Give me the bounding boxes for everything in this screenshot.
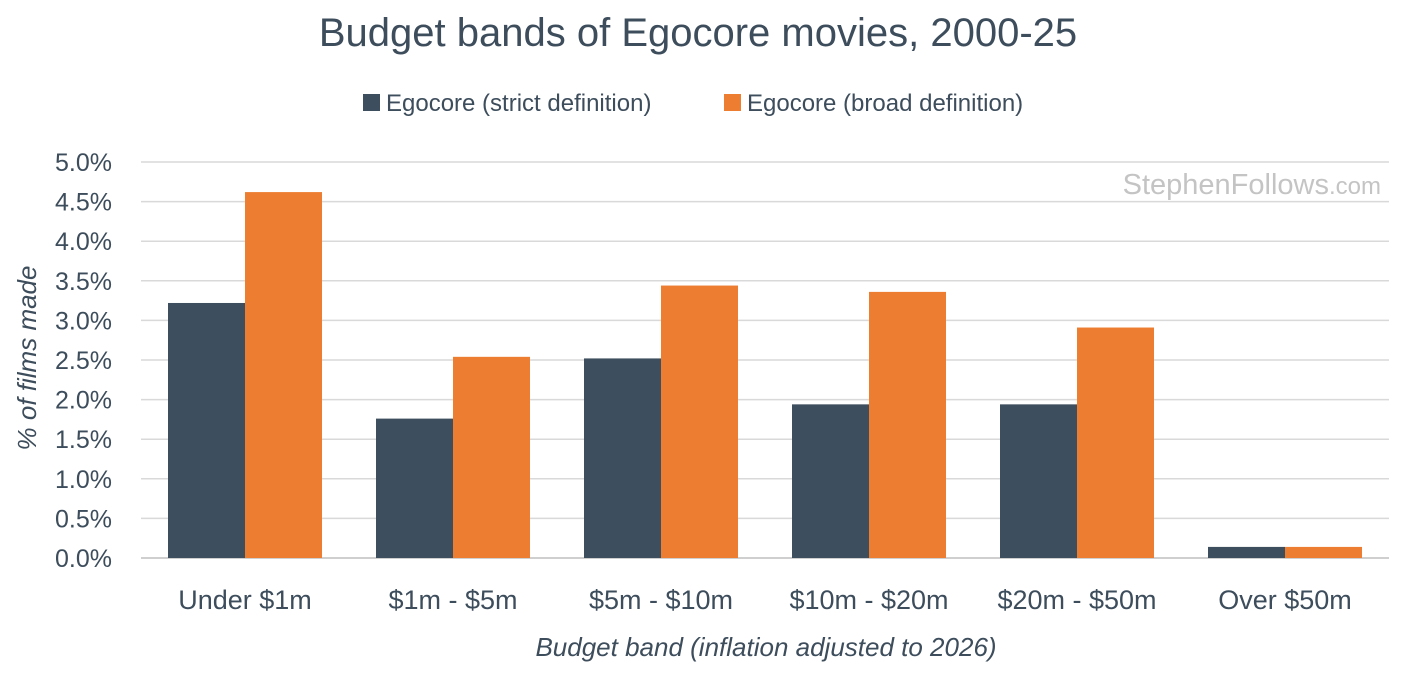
gridlines — [141, 161, 1389, 559]
legend: Egocore (strict definition) Egocore (bro… — [363, 90, 1023, 117]
y-tick-label: 3.5% — [55, 268, 112, 296]
y-axis-ticks: 0.0% 0.5% 1.0% 1.5% 2.0% 2.5% 3.0% 3.5% 4.0% 4.5%… — [55, 149, 112, 573]
y-tick-label: 2.5% — [55, 347, 112, 375]
x-category-label: Under $1m — [178, 585, 312, 615]
watermark: StephenFollows.com — [1123, 169, 1381, 201]
legend-swatch-broad — [724, 94, 741, 111]
bar-strict — [376, 418, 453, 558]
x-axis-categories: Under $1m $1m - $5m $5m - $10m $10m - $20m $… — [178, 585, 1352, 615]
bar-broad — [869, 291, 946, 558]
y-tick-label: 4.5% — [55, 189, 112, 217]
chart-title: Budget bands of Egocore movies, 2000-25 — [319, 11, 1077, 55]
legend-label-strict: Egocore (strict definition) — [386, 90, 651, 117]
x-category-label: $20m - $50m — [997, 585, 1156, 615]
bar-broad — [1285, 546, 1362, 558]
x-category-label: Over $50m — [1218, 585, 1352, 615]
x-category-label: $5m - $10m — [589, 585, 733, 615]
bar-broad — [1077, 327, 1154, 558]
bar-strict — [1000, 404, 1077, 558]
bar-broad — [453, 356, 530, 558]
y-tick-label: 1.5% — [55, 426, 112, 454]
y-tick-label: 5.0% — [55, 149, 112, 177]
bar-broad — [245, 192, 322, 558]
bar-strict — [584, 358, 661, 558]
legend-swatch-strict — [363, 94, 380, 111]
bar-strict — [168, 302, 245, 558]
y-tick-label: 0.5% — [55, 505, 112, 533]
bars — [168, 192, 1362, 558]
x-category-label: $1m - $5m — [388, 585, 517, 615]
y-tick-label: 0.0% — [55, 545, 112, 573]
y-tick-label: 2.0% — [55, 387, 112, 415]
x-axis-label: Budget band (inflation adjusted to 2026) — [535, 632, 996, 662]
bar-strict — [792, 404, 869, 558]
legend-label-broad: Egocore (broad definition) — [747, 90, 1023, 117]
watermark-main: StephenFollows — [1123, 169, 1329, 201]
y-tick-label: 3.0% — [55, 307, 112, 335]
y-tick-label: 1.0% — [55, 466, 112, 494]
x-category-label: $10m - $20m — [789, 585, 948, 615]
watermark-suffix: .com — [1329, 173, 1381, 200]
y-axis-label: % of films made — [12, 266, 42, 451]
bar-strict — [1208, 546, 1285, 558]
y-tick-label: 4.0% — [55, 228, 112, 256]
bar-broad — [661, 285, 738, 558]
